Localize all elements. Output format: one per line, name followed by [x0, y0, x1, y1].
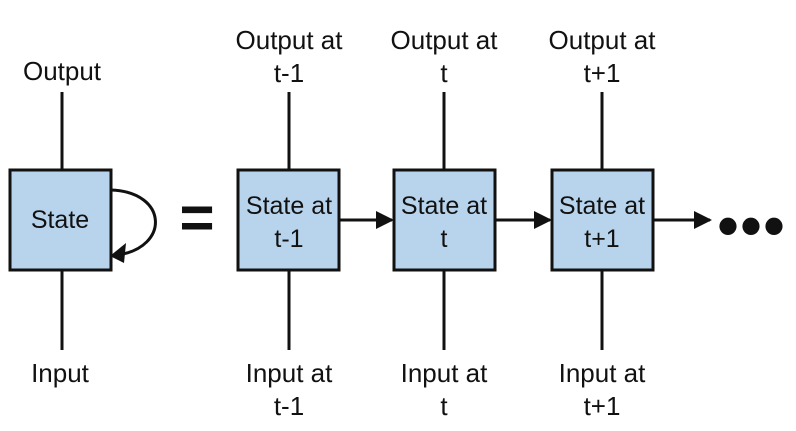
- output-label-line-1: Output at: [236, 25, 344, 55]
- state-label-line-1: State at: [246, 192, 332, 220]
- folded-rnn: Output State Input: [8, 56, 157, 388]
- input-label-line-2: t: [440, 391, 448, 421]
- recurrent-loop-arrow: [110, 188, 157, 257]
- input-label-line-1: Input at: [559, 358, 647, 388]
- state-box: [550, 168, 655, 272]
- state-label-line-2: t+1: [584, 225, 619, 253]
- recurrent-loop-arrowhead: [110, 243, 126, 263]
- input-label-line-2: t+1: [584, 391, 621, 421]
- state-label-line-2: t-1: [274, 225, 303, 253]
- unrolled-step-t: Output at t State at t Input at t: [391, 25, 499, 421]
- folded-input-label: Input: [31, 358, 90, 388]
- state-box: [392, 168, 497, 272]
- output-label-line-2: t+1: [584, 58, 621, 88]
- folded-state-label: State: [31, 206, 89, 234]
- output-label-line-1: Output at: [391, 25, 499, 55]
- state-label-line-1: State at: [401, 192, 487, 220]
- unrolled-step-t-plus-1: Output at t+1 State at t+1 Input at t+1: [549, 25, 657, 421]
- input-label-line-1: Input at: [401, 358, 489, 388]
- folded-output-label: Output: [23, 56, 102, 86]
- input-label-line-1: Input at: [246, 358, 334, 388]
- output-label-line-2: t-1: [274, 58, 304, 88]
- unrolled-step-t-minus-1: Output at t-1 State at t-1 Input at t-1: [236, 25, 344, 421]
- input-label-line-2: t-1: [274, 391, 304, 421]
- state-label-line-1: State at: [559, 192, 645, 220]
- output-label-line-2: t: [440, 58, 448, 88]
- state-box: [236, 168, 341, 272]
- equals-sign: =: [179, 184, 214, 251]
- continuation-ellipsis: •••: [717, 192, 786, 259]
- state-label-line-2: t: [441, 225, 448, 253]
- output-label-line-1: Output at: [549, 25, 657, 55]
